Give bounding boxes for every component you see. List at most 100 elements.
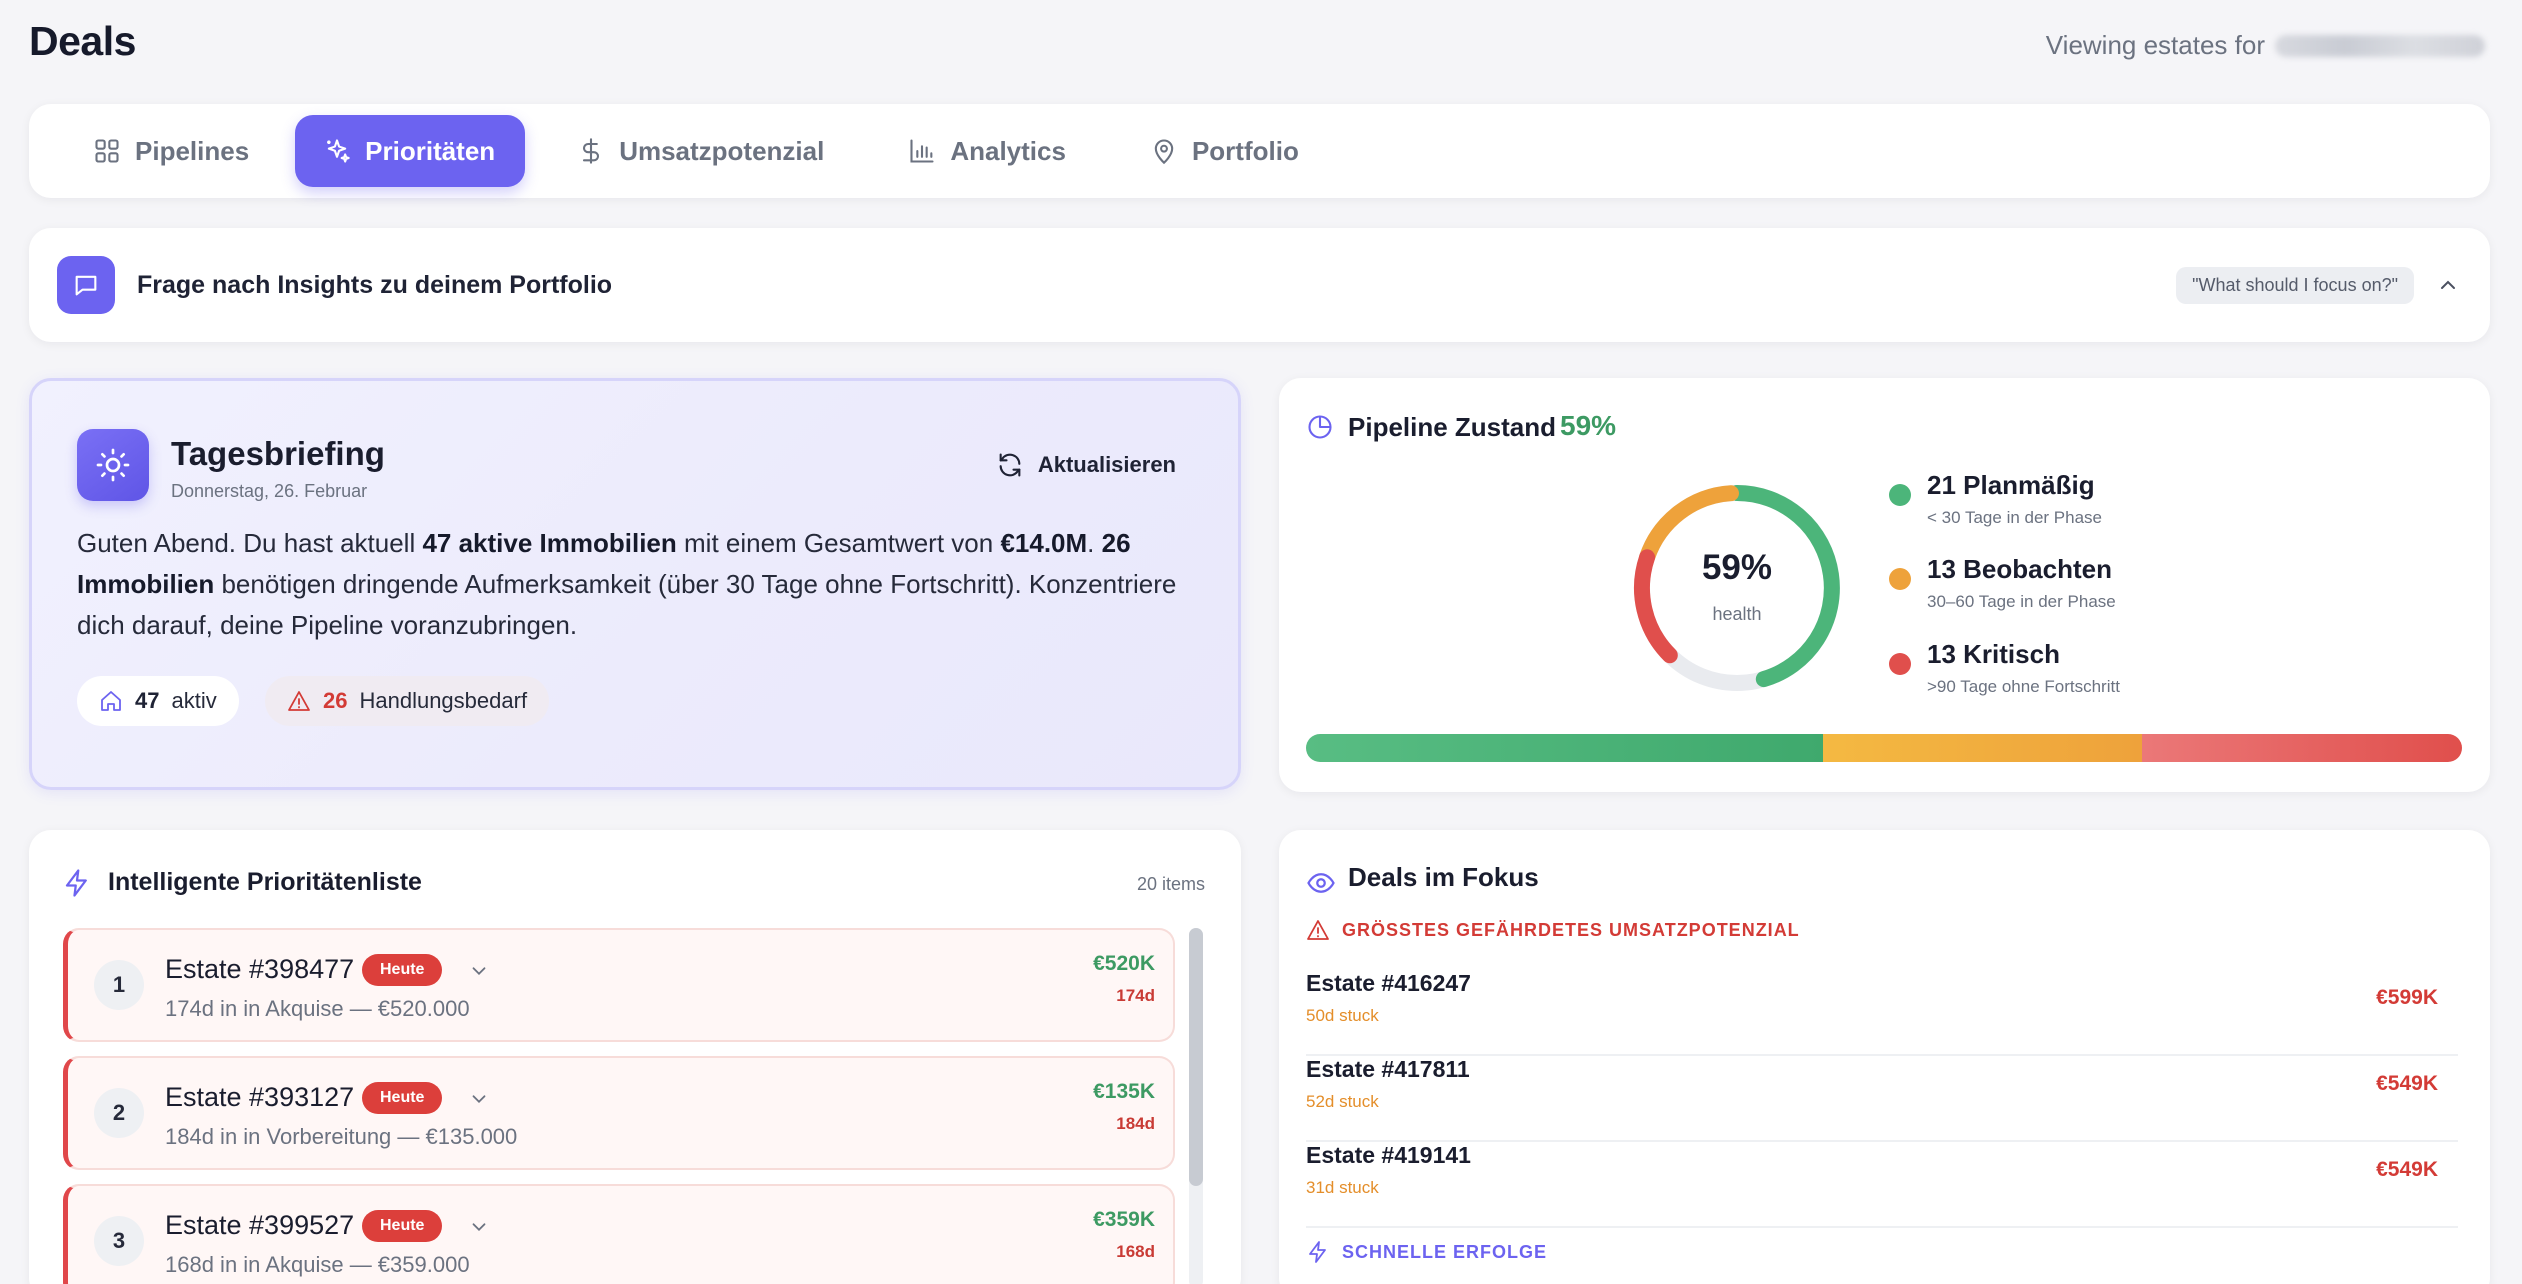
daily-briefing-card: Tagesbriefing Donnerstag, 26. Februar Ak… bbox=[29, 378, 1241, 790]
refresh-button[interactable]: Aktualisieren bbox=[996, 451, 1176, 479]
donut-segment-red bbox=[1633, 549, 1678, 664]
at-risk-heading: GRÖSSTES GEFÄHRDETES UMSATZPOTENZIAL bbox=[1306, 918, 1800, 942]
deal-stuck-duration: 52d stuck bbox=[1306, 1092, 1379, 1111]
priority-item[interactable]: 1 Estate #398477 Heute 174d in in Akquis… bbox=[63, 928, 1175, 1042]
chevron-down-icon[interactable] bbox=[468, 1088, 490, 1110]
action-needed-pill[interactable]: 26 Handlungsbedarf bbox=[265, 676, 550, 726]
status-dot-green bbox=[1889, 484, 1911, 506]
due-today-badge: Heute bbox=[362, 954, 443, 986]
sun-icon bbox=[77, 429, 149, 501]
lightning-icon bbox=[1309, 1241, 1326, 1263]
insights-question-bar[interactable]: Frage nach Insights zu deinem Portfolio … bbox=[29, 228, 2490, 342]
scrollbar-thumb[interactable] bbox=[1189, 928, 1203, 1186]
briefing-title: Tagesbriefing bbox=[171, 435, 385, 472]
bar-segment-on-track bbox=[1306, 734, 1823, 762]
focus-deal-row[interactable]: Estate #416247 50d stuck €599K bbox=[1306, 970, 2458, 1056]
legend-subtitle: < 30 Tage in der Phase bbox=[1927, 508, 2103, 527]
tab-umsatzpotenzial[interactable]: Umsatzpotenzial bbox=[539, 115, 856, 187]
focus-deals-title: Deals im Fokus bbox=[1348, 862, 1539, 892]
priority-item[interactable]: 2 Estate #393127 Heute 184d in in Vorber… bbox=[63, 1056, 1175, 1170]
briefing-text-part: benötigen dringende Aufmerksamkeit (über… bbox=[77, 569, 1177, 640]
estate-name: Estate #393127 bbox=[165, 1082, 355, 1112]
estate-details: 184d in in Vorbereitung — €135.000 bbox=[165, 1124, 518, 1149]
action-needed-count: 26 bbox=[323, 688, 348, 713]
deal-name: Estate #417811 bbox=[1306, 1056, 1470, 1082]
priority-list-scrollbar[interactable] bbox=[1189, 928, 1203, 1284]
quick-wins-heading-label: SCHNELLE ERFOLGE bbox=[1342, 1241, 1548, 1262]
priority-list-title: Intelligente Prioritätenliste bbox=[108, 868, 422, 896]
deal-name: Estate #416247 bbox=[1306, 970, 1471, 996]
dollar-icon bbox=[583, 138, 600, 164]
legend-title: 21 Planmäßig bbox=[1927, 470, 2095, 500]
tab-label: Pipelines bbox=[135, 135, 250, 166]
refresh-label: Aktualisieren bbox=[1037, 452, 1176, 477]
priority-item[interactable]: 3 Estate #399527 Heute 168d in in Akquis… bbox=[63, 1184, 1175, 1284]
pipeline-distribution-bar bbox=[1306, 734, 2462, 762]
suggestion-chip[interactable]: "What should I focus on?" bbox=[2176, 266, 2414, 304]
donut-value: 59% bbox=[1701, 548, 1773, 587]
tab-bar: Pipelines Prioritäten Umsatzpotenzial An… bbox=[29, 104, 2490, 198]
chat-icon bbox=[57, 256, 115, 314]
estate-name: Estate #398477 bbox=[165, 954, 355, 984]
chevron-down-icon[interactable] bbox=[468, 1216, 490, 1238]
bar-segment-critical bbox=[2142, 734, 2462, 762]
briefing-text-part: Guten Abend. Du hast aktuell bbox=[77, 528, 423, 558]
legend-subtitle: 30–60 Tage in der Phase bbox=[1927, 592, 2116, 611]
page-title: Deals bbox=[29, 18, 136, 64]
map-pin-icon bbox=[1154, 139, 1174, 165]
home-icon bbox=[101, 691, 121, 711]
legend-title: 13 Kritisch bbox=[1927, 639, 2060, 669]
donut-segment-orange bbox=[1639, 485, 1739, 566]
warning-icon bbox=[1307, 920, 1329, 940]
active-count: 47 bbox=[135, 688, 160, 713]
grid-icon bbox=[95, 139, 119, 163]
tab-prioritaeten[interactable]: Prioritäten bbox=[295, 115, 526, 187]
estate-name: Estate #399527 bbox=[165, 1210, 355, 1240]
tab-portfolio[interactable]: Portfolio bbox=[1112, 115, 1331, 187]
health-donut-chart bbox=[1633, 485, 1840, 691]
bar-segment-watch bbox=[1822, 734, 2143, 762]
donut-segment-green bbox=[1729, 485, 1840, 688]
briefing-active-properties: 47 aktive Immobilien bbox=[422, 528, 677, 558]
sparkles-icon bbox=[327, 139, 350, 163]
pipeline-health-card: Pipeline Zustand 59% 59% health 21 Planm… bbox=[1279, 378, 2490, 792]
status-dot-red bbox=[1889, 653, 1911, 675]
briefing-total-value: €14.0M bbox=[1000, 528, 1088, 558]
focus-deal-row[interactable]: Estate #417811 52d stuck €549K bbox=[1306, 1056, 2458, 1142]
priority-item-count: 20 items bbox=[1136, 874, 1205, 894]
due-today-badge: Heute bbox=[362, 1210, 443, 1242]
briefing-text: Guten Abend. Du hast aktuell 47 aktive I… bbox=[77, 523, 1197, 646]
briefing-urgent-properties: 26 Immobilien bbox=[77, 528, 1131, 599]
deal-amount: €549K bbox=[2376, 1072, 2438, 1095]
estate-days: 184d bbox=[1116, 1114, 1155, 1133]
estate-amount: €135K bbox=[1093, 1080, 1155, 1103]
pie-chart-icon bbox=[1308, 415, 1332, 439]
rank-badge: 1 bbox=[94, 960, 144, 1010]
active-count-pill[interactable]: 47 aktiv bbox=[77, 676, 239, 726]
viewing-label: Viewing estates for bbox=[2045, 30, 2265, 60]
legend-title: 13 Beobachten bbox=[1927, 554, 2112, 584]
tab-label: Portfolio bbox=[1191, 135, 1299, 166]
deal-amount: €599K bbox=[2376, 986, 2438, 1009]
focus-deal-row[interactable]: Estate #419141 31d stuck €549K bbox=[1306, 1142, 2458, 1228]
eye-icon bbox=[1307, 873, 1335, 893]
chevron-down-icon[interactable] bbox=[468, 960, 490, 982]
briefing-text-part: . bbox=[1087, 528, 1102, 558]
estate-amount: €520K bbox=[1093, 952, 1155, 975]
briefing-text-part: mit einem Gesamtwert von bbox=[676, 528, 1001, 558]
estate-days: 174d bbox=[1116, 986, 1155, 1005]
rank-badge: 3 bbox=[94, 1216, 144, 1266]
deal-amount: €549K bbox=[2376, 1158, 2438, 1181]
tab-analytics[interactable]: Analytics bbox=[870, 115, 1098, 187]
chevron-up-icon[interactable] bbox=[2436, 273, 2460, 297]
lightning-icon bbox=[65, 869, 87, 897]
focus-deals-card: Deals im Fokus GRÖSSTES GEFÄHRDETES UMSA… bbox=[1279, 830, 2490, 1284]
tab-label: Analytics bbox=[950, 135, 1066, 166]
legend-subtitle: >90 Tage ohne Fortschritt bbox=[1927, 677, 2120, 696]
pipeline-health-percent: 59% bbox=[1560, 410, 1617, 441]
tab-pipelines[interactable]: Pipelines bbox=[55, 115, 281, 187]
briefing-date: Donnerstag, 26. Februar bbox=[171, 481, 368, 501]
quick-wins-heading: SCHNELLE ERFOLGE bbox=[1306, 1240, 1547, 1264]
deal-stuck-duration: 31d stuck bbox=[1306, 1178, 1379, 1197]
